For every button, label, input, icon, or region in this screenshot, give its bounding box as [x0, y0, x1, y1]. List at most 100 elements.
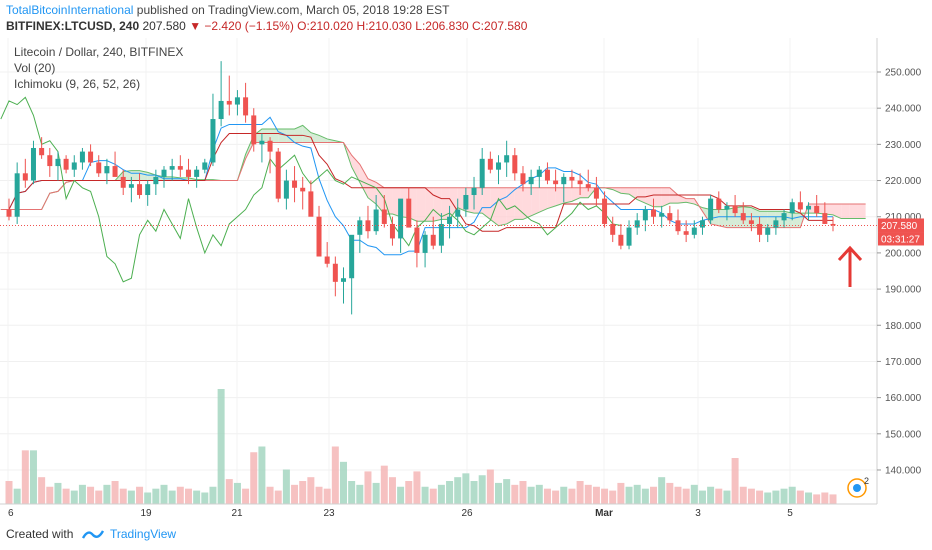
cloud-segment	[351, 155, 360, 183]
volume-bar	[87, 486, 95, 504]
price-tick-label: 230.000	[885, 140, 922, 151]
candle-body	[79, 151, 85, 163]
price-tick-label: 220.000	[885, 176, 922, 187]
cloud-segment	[384, 187, 393, 215]
volume-bar	[747, 488, 755, 504]
volume-bar	[715, 488, 723, 504]
candle-body	[422, 234, 428, 253]
volume-bar	[568, 488, 576, 504]
footer: Created with TradingView	[0, 516, 932, 550]
candle-body	[145, 184, 151, 196]
volume-bar	[299, 481, 307, 504]
candle-body	[275, 151, 281, 199]
candle-body	[732, 205, 738, 214]
cloud-segment	[482, 187, 491, 220]
cloud-segment	[849, 204, 858, 219]
last-price-marker: 207.580 03:31:27	[0, 218, 924, 246]
candle-body	[202, 162, 208, 170]
candle-body	[683, 231, 689, 235]
volume-bar	[250, 452, 258, 504]
price-tick-label: 160.000	[885, 393, 922, 404]
candle-body	[96, 162, 102, 174]
up-arrow-annotation	[837, 245, 863, 287]
candle-body	[471, 187, 477, 196]
candle-body	[569, 176, 575, 181]
volume-bar	[38, 477, 46, 504]
candle-body	[153, 176, 159, 185]
price-tick-label: 240.000	[885, 104, 922, 115]
tradingview-logo-icon	[82, 530, 104, 539]
cloud-segment	[661, 187, 670, 207]
candle-body	[724, 205, 730, 210]
cloud-segment	[359, 164, 368, 198]
candle-body	[373, 209, 379, 232]
price-tick-label: 170.000	[885, 357, 922, 368]
volume-bar	[176, 486, 184, 504]
candle-body	[806, 205, 812, 210]
symbol-label: BITFINEX:LTCUSD, 240	[6, 19, 140, 33]
volume-bar	[339, 461, 347, 504]
volume-bar	[560, 486, 568, 504]
volume-bar	[274, 490, 282, 504]
candle-body	[128, 184, 134, 188]
volume-bar	[519, 481, 527, 504]
candle-body	[316, 216, 322, 257]
cloud-segment	[547, 187, 556, 209]
candle-body	[169, 166, 175, 170]
cloud-segment	[425, 187, 434, 222]
candle-body	[520, 173, 526, 185]
candle-body	[479, 158, 485, 188]
volume-bar	[13, 488, 21, 504]
candle-body	[349, 234, 355, 279]
tradingview-link[interactable]: TradingView	[110, 527, 177, 541]
cloud-segment	[531, 187, 540, 216]
candle-body	[259, 140, 265, 145]
volume-bar	[543, 488, 551, 504]
chart-settings-icon[interactable]: 2	[847, 476, 869, 498]
cloud-segment	[131, 170, 140, 181]
candle-body	[626, 227, 632, 246]
author-link[interactable]: TotalBitcoinInternational	[6, 3, 134, 17]
volume-bar	[21, 450, 29, 504]
volume-bar	[658, 477, 666, 504]
candle-body	[71, 162, 77, 170]
volume-bar	[193, 490, 201, 504]
volume-bar	[674, 486, 682, 504]
chart-legend: Litecoin / Dollar, 240, BITFINEX Vol (20…	[14, 44, 183, 92]
cloud-segment	[571, 187, 581, 202]
last-price-tag	[878, 218, 924, 233]
cloud-segment	[416, 187, 426, 222]
candle-body	[300, 187, 306, 192]
cloud-segment	[841, 204, 850, 219]
volume-bar	[331, 446, 339, 504]
volume-bar	[682, 488, 690, 504]
tenkan-line	[8, 116, 833, 256]
candle-body	[243, 97, 249, 116]
price-chart[interactable]: 250.000 240.000 230.000 220.000 210.000 200.0…	[0, 38, 932, 516]
candle-body	[610, 223, 616, 235]
candle-body	[830, 223, 836, 226]
volume-bar	[421, 486, 429, 504]
candle-body	[194, 169, 200, 177]
price-change: ▼ −2.420 (−1.15%)	[189, 19, 294, 33]
volume-bar	[454, 477, 462, 504]
volume-bar	[323, 488, 331, 504]
cloud-segment	[539, 187, 548, 213]
volume-bar	[772, 490, 780, 504]
volume-bar	[144, 492, 152, 504]
candle-body	[593, 187, 599, 199]
cloud-segment	[677, 195, 687, 204]
header: TotalBitcoinInternational published on T…	[0, 0, 932, 38]
price-axis: 250.000 240.000 230.000 220.000 210.000 200.0…	[877, 68, 922, 476]
volume-bar	[650, 486, 658, 504]
symbol-line: BITFINEX:LTCUSD, 240 207.580 ▼ −2.420 (−…	[6, 19, 527, 33]
candle-body	[504, 155, 510, 163]
volume-bar	[217, 389, 225, 504]
cloud-segment	[514, 187, 523, 220]
chart-area[interactable]: 250.000 240.000 230.000 220.000 210.000 200.0…	[0, 38, 932, 516]
candle-body	[773, 220, 779, 228]
candle-body	[389, 223, 395, 239]
candle-body	[381, 209, 387, 224]
candle-body	[708, 198, 714, 221]
time-tick-label: 5	[787, 508, 793, 516]
